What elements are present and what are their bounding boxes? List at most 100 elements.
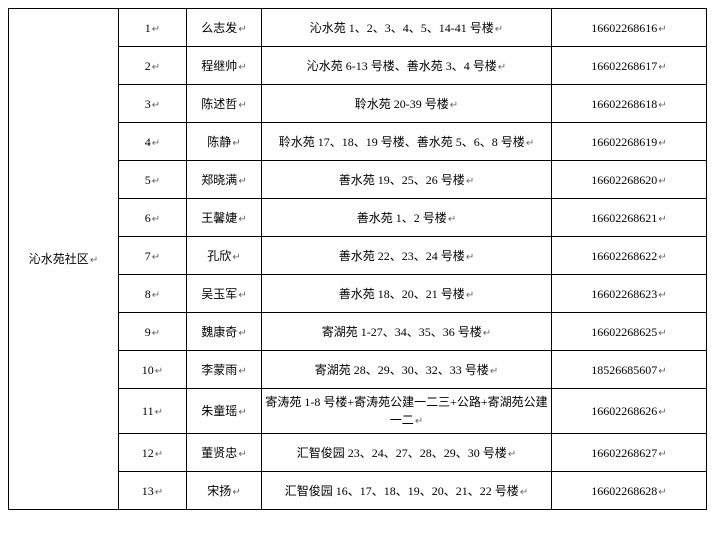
- index-value: 8: [145, 287, 151, 301]
- paragraph-mark-icon: ↵: [658, 487, 666, 498]
- paragraph-mark-icon: ↵: [483, 328, 491, 339]
- name-cell: 孔欣↵: [187, 237, 262, 275]
- index-cell: 13↵: [119, 472, 187, 510]
- table-row: 沁水苑社区↵ 1↵ 么志发↵ 沁水苑 1、2、3、4、5、14-41 号楼↵ 1…: [9, 9, 707, 47]
- name-cell: 郑晓满↵: [187, 161, 262, 199]
- paragraph-mark-icon: ↵: [658, 100, 666, 111]
- index-cell: 6↵: [119, 199, 187, 237]
- phone-cell: 16602268625↵: [552, 313, 707, 351]
- index-cell: 7↵: [119, 237, 187, 275]
- paragraph-mark-icon: ↵: [152, 290, 160, 301]
- paragraph-mark-icon: ↵: [658, 366, 666, 377]
- area-value: 沁水苑 1、2、3、4、5、14-41 号楼: [310, 21, 494, 35]
- paragraph-mark-icon: ↵: [155, 366, 163, 377]
- name-cell: 王馨婕↵: [187, 199, 262, 237]
- index-cell: 11↵: [119, 389, 187, 434]
- area-cell: 汇智俊园 23、24、27、28、29、30 号楼↵: [262, 434, 552, 472]
- paragraph-mark-icon: ↵: [238, 214, 246, 225]
- name-value: 魏康奇: [201, 325, 237, 339]
- phone-cell: 16602268628↵: [552, 472, 707, 510]
- phone-cell: 16602268622↵: [552, 237, 707, 275]
- phone-value: 16602268622: [591, 249, 657, 263]
- index-value: 10: [142, 363, 154, 377]
- paragraph-mark-icon: ↵: [152, 328, 160, 339]
- paragraph-mark-icon: ↵: [152, 24, 160, 35]
- name-value: 朱童瑶: [201, 404, 237, 418]
- area-cell: 聆水苑 17、18、19 号楼、善水苑 5、6、8 号楼↵: [262, 123, 552, 161]
- area-cell: 善水苑 22、23、24 号楼↵: [262, 237, 552, 275]
- paragraph-mark-icon: ↵: [155, 449, 163, 460]
- paragraph-mark-icon: ↵: [238, 290, 246, 301]
- phone-value: 16602268628: [591, 484, 657, 498]
- paragraph-mark-icon: ↵: [448, 214, 456, 225]
- name-value: 吴玉军: [201, 287, 237, 301]
- index-value: 6: [145, 211, 151, 225]
- paragraph-mark-icon: ↵: [508, 449, 516, 460]
- area-cell: 寄涛苑 1-8 号楼+寄涛苑公建一二三+公路+寄湖苑公建一二↵: [262, 389, 552, 434]
- paragraph-mark-icon: ↵: [658, 214, 666, 225]
- name-value: 董贤忠: [201, 446, 237, 460]
- name-value: 孔欣: [207, 249, 231, 263]
- paragraph-mark-icon: ↵: [152, 138, 160, 149]
- paragraph-mark-icon: ↵: [152, 176, 160, 187]
- index-value: 1: [145, 21, 151, 35]
- name-cell: 魏康奇↵: [187, 313, 262, 351]
- paragraph-mark-icon: ↵: [238, 366, 246, 377]
- name-value: 郑晓满: [201, 173, 237, 187]
- name-cell: 宋扬↵: [187, 472, 262, 510]
- paragraph-mark-icon: ↵: [152, 214, 160, 225]
- phone-cell: 16602268616↵: [552, 9, 707, 47]
- paragraph-mark-icon: ↵: [232, 252, 240, 263]
- paragraph-mark-icon: ↵: [450, 100, 458, 111]
- index-value: 11: [142, 404, 154, 418]
- paragraph-mark-icon: ↵: [238, 449, 246, 460]
- paragraph-mark-icon: ↵: [238, 62, 246, 73]
- table-body: 沁水苑社区↵ 1↵ 么志发↵ 沁水苑 1、2、3、4、5、14-41 号楼↵ 1…: [9, 9, 707, 510]
- paragraph-mark-icon: ↵: [155, 407, 163, 418]
- phone-value: 16602268618: [591, 97, 657, 111]
- name-cell: 董贤忠↵: [187, 434, 262, 472]
- paragraph-mark-icon: ↵: [466, 290, 474, 301]
- phone-value: 16602268619: [591, 135, 657, 149]
- paragraph-mark-icon: ↵: [238, 328, 246, 339]
- index-cell: 3↵: [119, 85, 187, 123]
- phone-value: 16602268621: [591, 211, 657, 225]
- name-value: 程继帅: [201, 59, 237, 73]
- area-cell: 汇智俊园 16、17、18、19、20、21、22 号楼↵: [262, 472, 552, 510]
- paragraph-mark-icon: ↵: [658, 62, 666, 73]
- name-value: 陈述哲: [201, 97, 237, 111]
- paragraph-mark-icon: ↵: [658, 290, 666, 301]
- index-cell: 2↵: [119, 47, 187, 85]
- paragraph-mark-icon: ↵: [90, 255, 98, 266]
- index-value: 3: [145, 97, 151, 111]
- area-cell: 寄湖苑 28、29、30、32、33 号楼↵: [262, 351, 552, 389]
- phone-cell: 16602268618↵: [552, 85, 707, 123]
- area-value: 聆水苑 20-39 号楼: [355, 97, 449, 111]
- name-cell: 朱童瑶↵: [187, 389, 262, 434]
- index-value: 7: [145, 249, 151, 263]
- paragraph-mark-icon: ↵: [658, 176, 666, 187]
- phone-cell: 16602268626↵: [552, 389, 707, 434]
- paragraph-mark-icon: ↵: [232, 487, 240, 498]
- index-cell: 1↵: [119, 9, 187, 47]
- phone-value: 16602268617: [591, 59, 657, 73]
- name-value: 宋扬: [207, 484, 231, 498]
- paragraph-mark-icon: ↵: [520, 487, 528, 498]
- community-table: 沁水苑社区↵ 1↵ 么志发↵ 沁水苑 1、2、3、4、5、14-41 号楼↵ 1…: [8, 8, 707, 510]
- area-value: 善水苑 18、20、21 号楼: [339, 287, 465, 301]
- community-cell: 沁水苑社区↵: [9, 9, 119, 510]
- area-value: 善水苑 22、23、24 号楼: [339, 249, 465, 263]
- index-value: 9: [145, 325, 151, 339]
- paragraph-mark-icon: ↵: [466, 252, 474, 263]
- name-cell: 吴玉军↵: [187, 275, 262, 313]
- area-cell: 沁水苑 6-13 号楼、善水苑 3、4 号楼↵: [262, 47, 552, 85]
- paragraph-mark-icon: ↵: [658, 407, 666, 418]
- name-cell: 李蒙雨↵: [187, 351, 262, 389]
- paragraph-mark-icon: ↵: [232, 138, 240, 149]
- paragraph-mark-icon: ↵: [238, 100, 246, 111]
- phone-cell: 16602268627↵: [552, 434, 707, 472]
- phone-cell: 16602268620↵: [552, 161, 707, 199]
- index-cell: 8↵: [119, 275, 187, 313]
- name-value: 么志发: [201, 21, 237, 35]
- phone-value: 16602268620: [591, 173, 657, 187]
